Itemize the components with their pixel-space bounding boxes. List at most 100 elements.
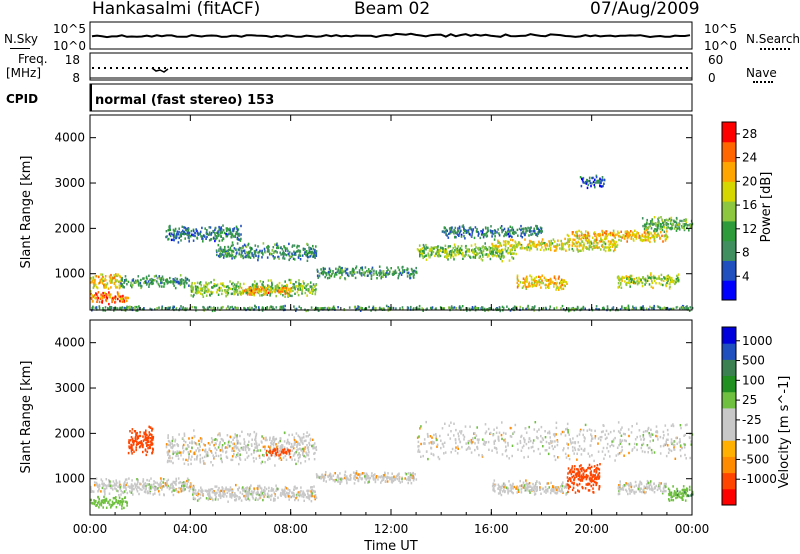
scatter-cell — [174, 286, 177, 290]
scatter-cell — [100, 296, 102, 299]
scatter-cell — [271, 287, 274, 290]
scatter-cell — [579, 243, 582, 247]
scatter-cell — [244, 447, 247, 450]
scatter-cell — [178, 227, 180, 230]
scatter-cell — [245, 492, 247, 496]
colorbar-segment — [722, 161, 736, 182]
scatter-cell — [609, 245, 611, 249]
scatter-cell — [286, 291, 289, 295]
scatter-cell — [442, 307, 445, 310]
scatter-cell — [654, 231, 657, 234]
scatter-cell — [256, 288, 258, 291]
scatter-cell — [462, 224, 465, 227]
scatter-cell — [200, 292, 202, 295]
scatter-cell — [94, 283, 97, 287]
scatter-cell — [346, 268, 348, 271]
scatter-cell — [272, 488, 275, 491]
scatter-cell — [265, 289, 267, 292]
scatter-cell — [536, 227, 538, 230]
scatter-cell — [627, 281, 630, 284]
scatter-cell — [495, 255, 498, 258]
scatter-cell — [538, 283, 541, 286]
scatter-cell — [125, 278, 127, 282]
scatter-cell — [300, 284, 302, 287]
scatter-cell — [403, 269, 406, 272]
scatter-cell — [145, 487, 147, 490]
scatter-cell — [450, 256, 452, 259]
scatter-cell — [486, 234, 489, 237]
scatter-cell — [288, 242, 290, 246]
scatter-cell — [378, 307, 381, 310]
scatter-cell — [170, 238, 173, 242]
scatter-cell — [139, 281, 142, 285]
scatter-cell — [579, 242, 581, 245]
colorbar-tick-label: 28 — [742, 127, 757, 141]
scatter-cell — [567, 234, 570, 238]
scatter-cell — [201, 287, 204, 291]
scatter-cell — [289, 281, 292, 284]
scatter-cell — [229, 280, 231, 283]
scatter-cell — [145, 442, 147, 445]
scatter-cell — [95, 297, 97, 300]
scatter-cell — [621, 306, 623, 309]
scatter-cell — [232, 249, 234, 253]
scatter-cell — [135, 484, 137, 487]
scatter-cell — [108, 295, 111, 299]
scatter-cell — [214, 498, 217, 501]
scatter-cell — [511, 308, 513, 311]
scatter-cell — [231, 447, 234, 450]
scatter-cell — [648, 233, 651, 236]
scatter-cell — [298, 279, 300, 282]
scatter-cell — [422, 256, 424, 260]
scatter-cell — [124, 478, 127, 481]
scatter-cell — [478, 246, 480, 250]
scatter-cell — [234, 492, 236, 495]
scatter-cell — [90, 290, 92, 293]
scatter-cell — [591, 182, 593, 185]
scatter-cell — [360, 273, 363, 276]
scatter-cell — [643, 231, 646, 234]
scatter-cell — [466, 307, 469, 310]
scatter-cell — [224, 245, 226, 249]
scatter-cell — [387, 273, 389, 276]
scatter-cell — [490, 225, 492, 228]
scatter-cell — [657, 277, 659, 280]
scatter-cell — [219, 228, 222, 231]
scatter-cell — [630, 277, 632, 281]
scatter-cell — [532, 230, 534, 233]
scatter-cell — [101, 500, 103, 503]
scatter-cell — [213, 236, 215, 239]
scatter-cell — [221, 486, 223, 489]
scatter-cell — [662, 279, 665, 282]
scatter-cell — [237, 293, 239, 296]
scatter-cell — [362, 273, 365, 276]
scatter-cell — [676, 226, 678, 230]
scatter-cell — [107, 484, 110, 487]
scatter-cell — [144, 431, 147, 434]
scatter-cell — [629, 282, 631, 285]
scatter-cell — [247, 288, 249, 291]
scatter-cell — [657, 222, 660, 226]
scatter-cell — [137, 280, 140, 283]
scatter-cell — [186, 308, 189, 311]
scatter-cell — [555, 249, 557, 252]
scatter-cell — [192, 228, 195, 231]
scatter-cell — [197, 287, 200, 290]
scatter-cell — [627, 306, 630, 309]
scatter-cell — [217, 243, 220, 247]
scatter-cell — [398, 268, 401, 271]
scatter-cell — [172, 489, 175, 492]
scatter-cell — [542, 306, 545, 310]
scatter-cell — [636, 283, 639, 286]
scatter-cell — [91, 490, 93, 493]
scatter-cell — [489, 307, 491, 310]
scatter-cell — [225, 307, 228, 310]
scatter-cell — [431, 253, 433, 256]
scatter-cell — [664, 220, 666, 224]
scatter-cell — [588, 238, 590, 241]
scatter-cell — [149, 492, 152, 495]
scatter-cell — [225, 486, 227, 489]
scatter-cell — [131, 490, 133, 493]
scatter-cell — [537, 281, 539, 284]
scatter-cell — [190, 484, 192, 488]
